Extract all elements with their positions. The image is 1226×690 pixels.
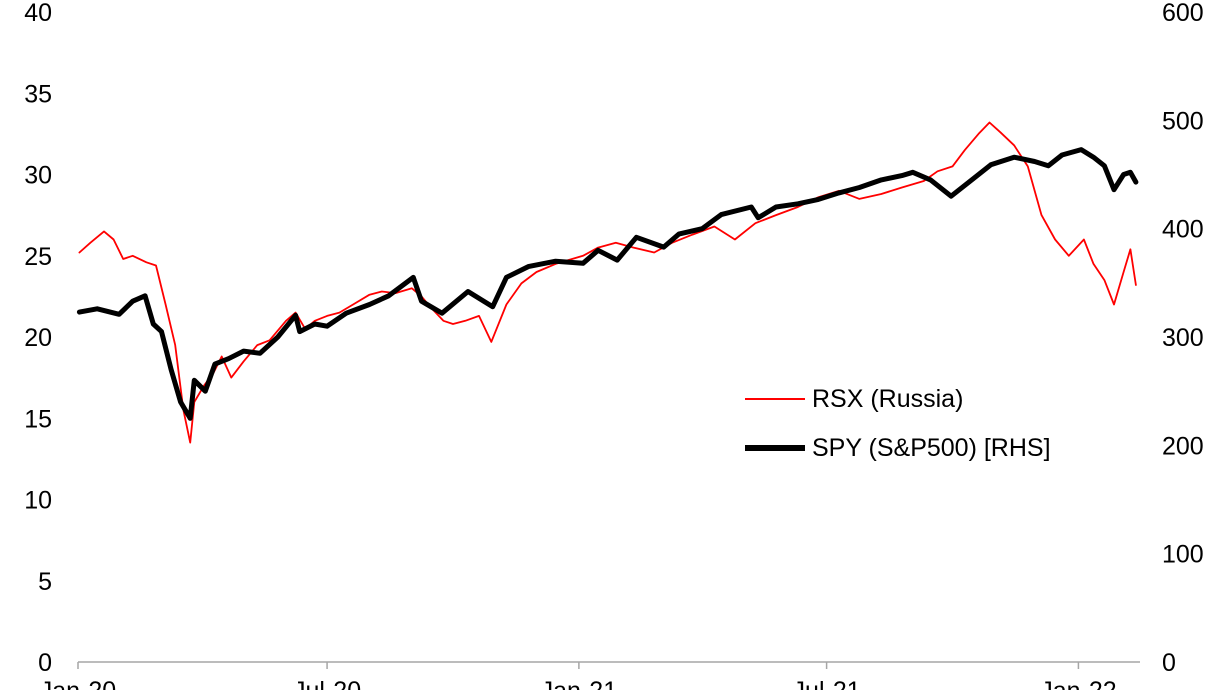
y-tick-label: 35 [24, 80, 52, 108]
y-tick-label: 30 [24, 162, 52, 190]
y-tick-label: 10 [24, 487, 52, 515]
y-tick-label: 25 [24, 243, 52, 271]
y-tick-label: 40 [24, 0, 52, 27]
x-tick-label: Jul-20 [293, 677, 361, 690]
y2-tick-label: 300 [1162, 324, 1204, 352]
x-tick-label: Jan-21 [541, 677, 617, 690]
left-axis: 0 5 10 15 20 25 30 35 40 [24, 0, 52, 677]
x-tick-label: Jul-21 [793, 677, 861, 690]
y2-tick-label: 200 [1162, 432, 1204, 460]
y-tick-label: 15 [24, 405, 52, 433]
y-tick-label: 5 [38, 568, 52, 596]
series-line-spy [76, 147, 1139, 421]
legend-label-rsx: RSX (Russia) [812, 385, 963, 413]
y-tick-label: 0 [38, 649, 52, 677]
y2-tick-label: 0 [1162, 649, 1176, 677]
plot-area [76, 121, 1139, 444]
y2-tick-label: 600 [1162, 0, 1204, 27]
legend-label-spy: SPY (S&P500) [RHS] [812, 434, 1051, 462]
x-tick-label: Jan-22 [1040, 677, 1116, 690]
right-axis: 0 100 200 300 400 500 600 [1162, 0, 1204, 677]
x-tick-label: Jan-20 [40, 677, 116, 690]
y2-tick-label: 500 [1162, 107, 1204, 135]
series-line-rsx [78, 121, 1137, 444]
y2-tick-label: 400 [1162, 216, 1204, 244]
y-tick-label: 20 [24, 324, 52, 352]
legend: RSX (Russia) SPY (S&P500) [RHS] [745, 385, 1051, 462]
y2-tick-label: 100 [1162, 541, 1204, 569]
x-axis: Jan-20 Jul-20 Jan-21 Jul-21 Jan-22 [40, 661, 1140, 690]
